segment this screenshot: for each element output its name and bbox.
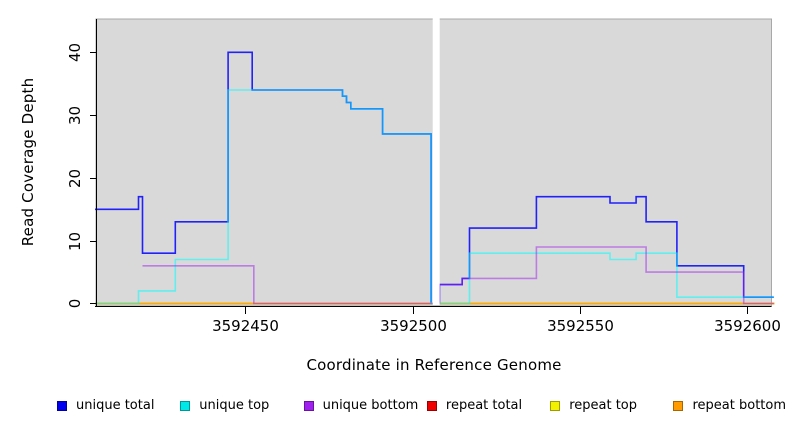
y-tick-label: 10 xyxy=(66,232,84,251)
legend-swatch-icon xyxy=(57,401,67,411)
legend-swatch-icon xyxy=(180,401,191,411)
x-tick-label: 3592600 xyxy=(714,317,781,335)
legend-swatch-icon xyxy=(303,401,314,411)
legend-item-unique-bottom: unique bottom xyxy=(303,398,427,414)
series-line-unique-top xyxy=(95,89,774,305)
series-line-unique-bottom xyxy=(142,246,774,305)
legend-item-repeat-top: repeat top xyxy=(550,398,673,414)
coverage-gap-band xyxy=(432,8,440,305)
legend-label: unique top xyxy=(199,398,270,413)
legend-item-unique-total: unique total xyxy=(57,398,180,414)
x-tick-label: 3592450 xyxy=(212,317,279,335)
legend-label: repeat bottom xyxy=(692,398,787,413)
y-tick-label: 20 xyxy=(66,169,84,188)
y-tick-label: 40 xyxy=(66,43,84,62)
legend-label: repeat top xyxy=(569,398,637,413)
legend-label: repeat total xyxy=(445,398,523,413)
legend-item-repeat-total: repeat total xyxy=(426,398,550,414)
legend-label: unique bottom xyxy=(322,398,419,413)
legend-swatch-icon xyxy=(426,401,437,411)
legend-item-unique-top: unique top xyxy=(180,398,303,414)
y-tick-label: 0 xyxy=(66,299,84,309)
legend-item-repeat-bottom: repeat bottom xyxy=(673,398,792,414)
legend-swatch-icon xyxy=(673,401,684,411)
legend-swatch-icon xyxy=(550,401,561,411)
x-axis-title: Coordinate in Reference Genome xyxy=(306,356,562,374)
x-tick-label: 3592550 xyxy=(547,317,614,335)
legend: unique total unique top unique bottom repea… xyxy=(57,398,792,414)
legend-label: unique total xyxy=(76,398,155,413)
y-tick-label: 30 xyxy=(66,106,84,125)
x-tick-label: 3592500 xyxy=(380,317,447,335)
y-axis-title: Read Coverage Depth xyxy=(19,77,37,247)
